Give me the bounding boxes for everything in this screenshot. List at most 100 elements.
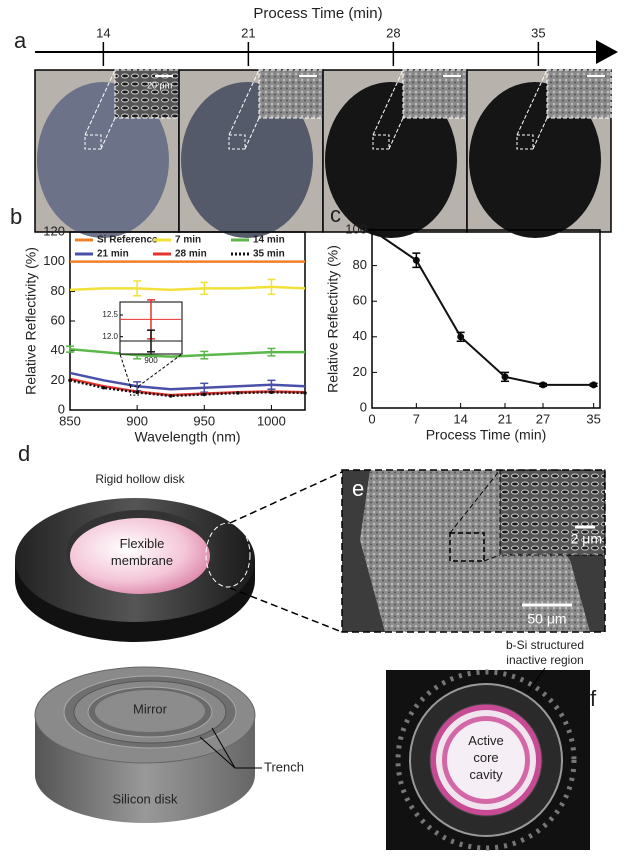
x-tick-label: 950	[193, 413, 215, 428]
rim	[395, 669, 577, 851]
inset-x-tick-label: 900	[144, 356, 158, 365]
label: Rigid hollow disk	[95, 472, 185, 486]
sem-image	[341, 469, 606, 633]
x-tick-label: 35	[586, 411, 600, 426]
y-tick-label: 60	[353, 293, 367, 308]
label-line: b-Si structured	[506, 638, 584, 652]
label-line: inactive region	[506, 653, 583, 667]
x-tick-label: 0	[368, 411, 375, 426]
error-bar	[456, 331, 465, 342]
marker	[269, 390, 274, 395]
photo-f	[386, 667, 590, 851]
zoom-line	[483, 554, 501, 562]
scale-label: 2 μm	[571, 531, 602, 547]
error-bar	[267, 278, 276, 296]
y-tick-label: 40	[353, 328, 367, 343]
y-tick-label: 0	[360, 399, 367, 414]
y-axis-label: Relative Reflectivity (%)	[23, 247, 39, 395]
core	[447, 721, 525, 799]
x-axis-label: Wavelength (nm)	[134, 429, 240, 445]
label-line: membrane	[111, 553, 173, 568]
x-tick-label: 14	[453, 411, 467, 426]
zoom-line	[138, 353, 183, 387]
legend-label: 35 min	[253, 249, 285, 260]
error-bar	[539, 382, 547, 388]
sample	[325, 82, 457, 238]
y-tick-label: 40	[51, 342, 65, 357]
legend-label: 14 min	[253, 235, 285, 246]
x-tick-label: 850	[59, 413, 81, 428]
label: Trench	[264, 759, 304, 774]
mirror	[95, 690, 205, 732]
legend-label: Si Reference	[97, 235, 158, 246]
x-tick-label: 21	[498, 411, 512, 426]
error-bar	[267, 379, 276, 390]
label: b-Si structured inactive region	[506, 638, 584, 667]
inset-y-tick-label: 12.0	[102, 332, 118, 341]
error-bar	[267, 347, 276, 357]
zoom-box	[449, 532, 485, 562]
leader	[211, 727, 236, 769]
timeline-tick-label: 28	[386, 25, 400, 40]
photos: 20 μm	[34, 69, 612, 238]
zoom-line	[229, 587, 343, 633]
error-bar	[66, 345, 74, 353]
series-line	[69, 285, 306, 292]
timeline-tick-label: 21	[241, 25, 255, 40]
x-axis-label: Process Time (min)	[426, 427, 547, 443]
y-tick-label: 0	[58, 401, 65, 416]
label: Silicon disk	[112, 791, 178, 806]
inset	[114, 69, 180, 119]
y-tick-label: 100	[43, 253, 65, 268]
y-tick-label: 20	[51, 372, 65, 387]
series-line	[69, 371, 306, 391]
y-tick-label: 100	[345, 221, 367, 236]
sem-strip	[360, 470, 590, 632]
y-tick-label: 80	[353, 257, 367, 272]
hollow-disk	[15, 498, 255, 642]
scale-label: 50 μm	[527, 611, 566, 627]
error-bar	[133, 280, 142, 297]
plot-frame	[371, 229, 601, 409]
error-bar	[200, 350, 209, 360]
label-line: Flexible	[120, 536, 165, 551]
zoom-line	[119, 353, 131, 387]
membrane	[70, 518, 210, 594]
marker	[168, 394, 173, 398]
error-bar	[147, 329, 155, 353]
error-bar	[412, 252, 421, 269]
label-line: cavity	[469, 767, 503, 782]
silicon-disk	[34, 666, 256, 823]
panel-label: f	[590, 686, 597, 711]
inset-y-tick-label: 12.5	[102, 310, 118, 319]
timeline-tick-label: 14	[96, 25, 110, 40]
error-bar	[589, 382, 598, 388]
y-axis-label: Relative Reflectivity (%)	[325, 245, 341, 393]
legend-label: 28 min	[175, 249, 207, 260]
panel-label: d	[18, 441, 30, 466]
legend-label: 7 min	[175, 235, 201, 246]
legend-label: 21 min	[97, 249, 129, 260]
timeline-tick-label: 35	[531, 25, 545, 40]
x-tick-label: 900	[126, 413, 148, 428]
label: Mirror	[133, 701, 168, 716]
marker	[101, 385, 106, 390]
label-line: Active	[468, 733, 503, 748]
zoom-box	[372, 134, 390, 150]
series-line	[69, 347, 305, 358]
arrow-head	[596, 40, 618, 64]
zoom-line	[229, 471, 343, 524]
marker	[202, 392, 207, 397]
zoom-line	[449, 469, 501, 534]
sample	[181, 82, 313, 238]
inset	[258, 69, 324, 119]
x-tick-label: 27	[536, 411, 550, 426]
zoom-box	[516, 134, 534, 150]
leader	[527, 667, 546, 693]
y-tick-label: 80	[51, 283, 65, 298]
marker	[236, 391, 240, 395]
error-bar	[200, 382, 209, 393]
label-line: core	[473, 750, 498, 765]
